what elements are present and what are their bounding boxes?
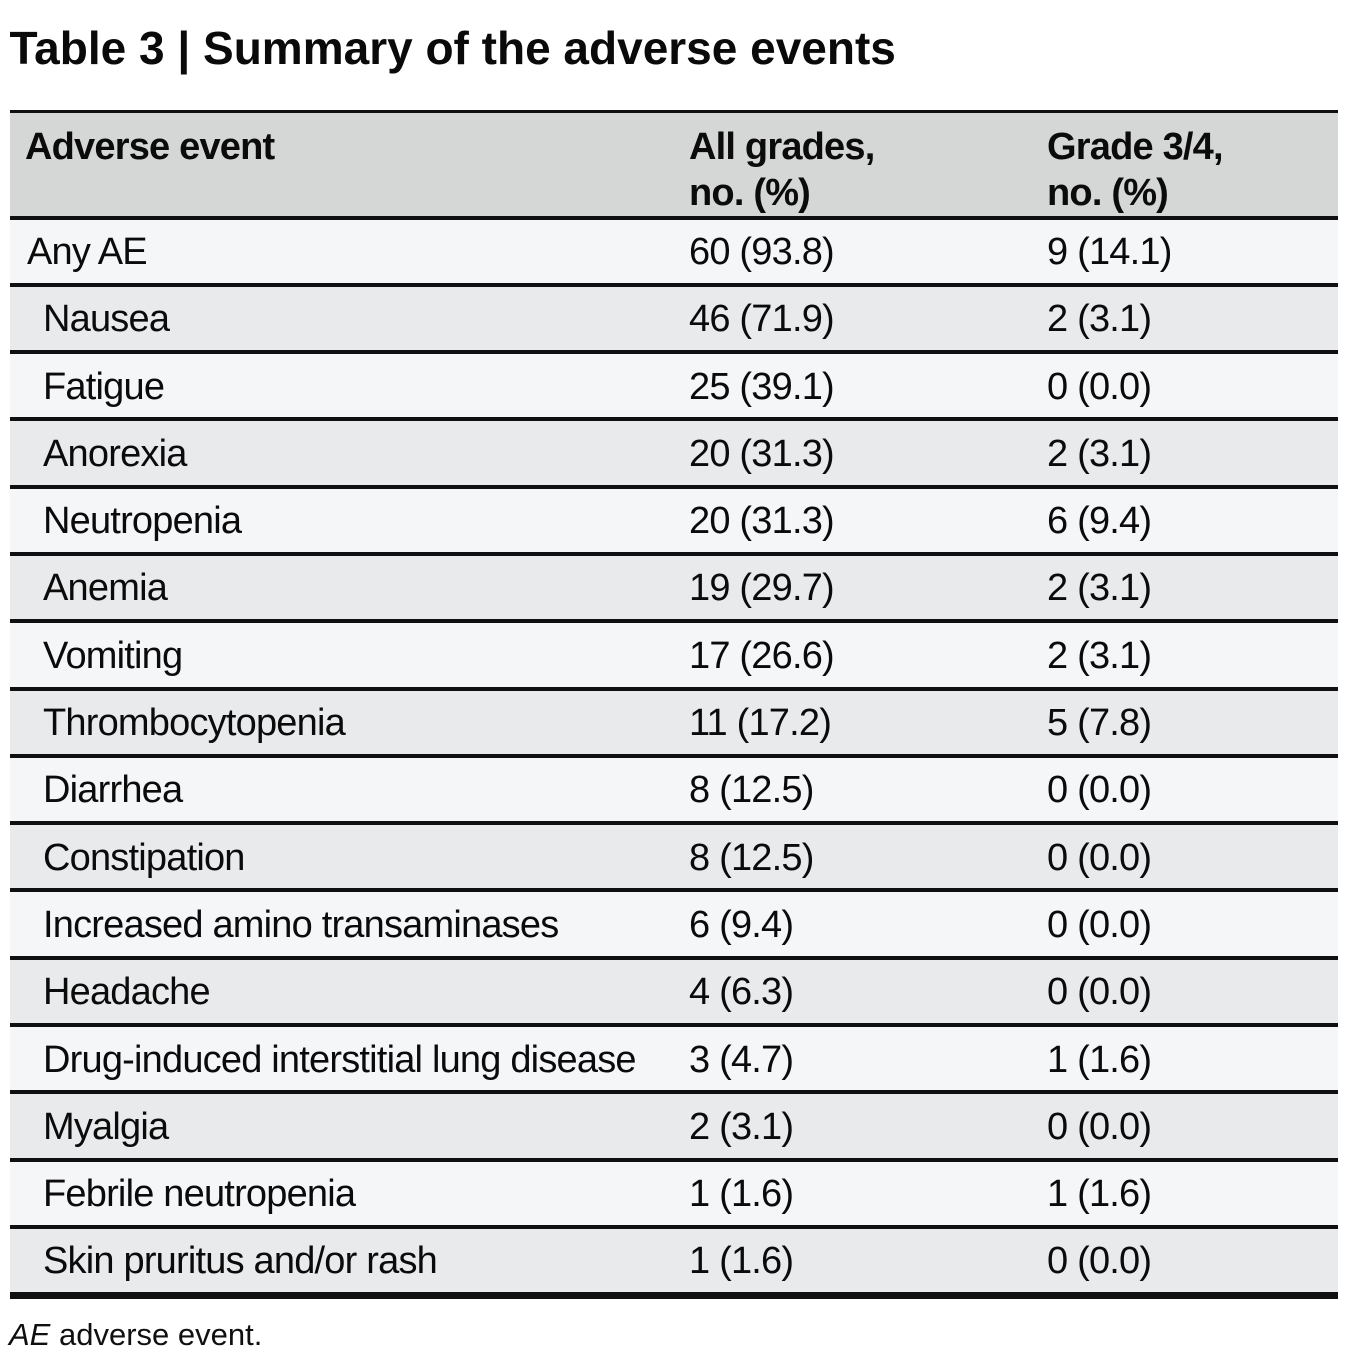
- cell-adverse-event: Skin pruritus and/or rash: [43, 1240, 438, 1283]
- cell-all-grades: 1 (1.6): [689, 1240, 794, 1283]
- cell-all-grades: 46 (71.9): [689, 298, 835, 341]
- cell-adverse-event: Drug-induced interstitial lung disease: [43, 1038, 637, 1081]
- cell-adverse-event: Fatigue: [43, 365, 165, 408]
- column-header-adverse-event: Adverse event: [25, 125, 275, 168]
- cell-adverse-event: Nausea: [43, 298, 170, 341]
- cell-grade-3-4: 1 (1.6): [1047, 1038, 1152, 1081]
- cell-all-grades: 1 (1.6): [689, 1173, 794, 1216]
- cell-all-grades: 19 (29.7): [689, 567, 835, 610]
- cell-grade-3-4: 0 (0.0): [1047, 365, 1152, 408]
- table-row: Febrile neutropenia 1 (1.6) 1 (1.6): [10, 1161, 1338, 1229]
- column-header-grade-3-4: Grade 3/4, no. (%): [1047, 125, 1224, 214]
- table-row: Anorexia 20 (31.3) 2 (3.1): [10, 421, 1338, 489]
- cell-grade-3-4: 2 (3.1): [1047, 432, 1152, 475]
- cell-all-grades: 4 (6.3): [689, 971, 794, 1014]
- cell-all-grades: 25 (39.1): [689, 365, 835, 408]
- cell-adverse-event: Diarrhea: [43, 769, 183, 812]
- cell-grade-3-4: 0 (0.0): [1047, 903, 1152, 946]
- table-row: Headache 4 (6.3) 0 (0.0): [10, 959, 1338, 1028]
- cell-grade-3-4: 0 (0.0): [1047, 1240, 1152, 1283]
- cell-adverse-event: Febrile neutropenia: [43, 1173, 356, 1216]
- table-footnote: AE adverse event.: [9, 1316, 262, 1352]
- cell-adverse-event: Anemia: [43, 567, 168, 610]
- table-row: Constipation 8 (12.5) 0 (0.0): [10, 825, 1338, 893]
- table-row: Neutropenia 20 (31.3) 6 (9.4): [10, 488, 1338, 556]
- cell-grade-3-4: 1 (1.6): [1047, 1173, 1152, 1216]
- table-row: Myalgia 2 (3.1) 0 (0.0): [10, 1094, 1338, 1162]
- cell-adverse-event: Headache: [43, 971, 211, 1014]
- table-row: Skin pruritus and/or rash 1 (1.6) 0 (0.0…: [10, 1228, 1338, 1300]
- table-row: Vomiting 17 (26.6) 2 (3.1): [10, 623, 1338, 691]
- footnote-abbreviation: AE: [9, 1316, 51, 1352]
- table-row: Fatigue 25 (39.1) 0 (0.0): [10, 354, 1338, 422]
- cell-all-grades: 17 (26.6): [689, 634, 835, 677]
- cell-grade-3-4: 6 (9.4): [1047, 500, 1152, 543]
- cell-all-grades: 8 (12.5): [689, 769, 814, 812]
- cell-all-grades: 8 (12.5): [689, 836, 814, 879]
- table-row: Increased amino transaminases 6 (9.4) 0 …: [10, 892, 1338, 960]
- cell-grade-3-4: 9 (14.1): [1047, 231, 1172, 273]
- cell-adverse-event: Increased amino transaminases: [43, 903, 559, 946]
- cell-grade-3-4: 0 (0.0): [1047, 971, 1152, 1014]
- adverse-events-table: Adverse event All grades, no. (%) Grade …: [10, 109, 1338, 1300]
- cell-adverse-event: Constipation: [43, 836, 245, 879]
- table-row: Nausea 46 (71.9) 2 (3.1): [10, 286, 1338, 355]
- cell-adverse-event: Anorexia: [43, 432, 187, 475]
- cell-grade-3-4: 0 (0.0): [1047, 836, 1152, 879]
- table-title: Table 3 | Summary of the adverse events: [9, 21, 896, 74]
- footnote-text: adverse event.: [58, 1316, 263, 1352]
- cell-all-grades: 60 (93.8): [689, 231, 835, 273]
- cell-all-grades: 20 (31.3): [689, 500, 835, 543]
- cell-grade-3-4: 0 (0.0): [1047, 1105, 1152, 1148]
- cell-all-grades: 20 (31.3): [689, 432, 835, 475]
- table-row: Drug-induced interstitial lung disease 3…: [10, 1027, 1338, 1095]
- cell-grade-3-4: 5 (7.8): [1047, 702, 1152, 745]
- cell-all-grades: 3 (4.7): [689, 1038, 794, 1081]
- cell-grade-3-4: 2 (3.1): [1047, 567, 1152, 610]
- cell-all-grades: 6 (9.4): [689, 903, 794, 946]
- table-row: Diarrhea 8 (12.5) 0 (0.0): [10, 757, 1338, 826]
- column-header-all-grades: All grades, no. (%): [689, 125, 875, 214]
- cell-adverse-event: Thrombocytopenia: [43, 702, 346, 745]
- table-header-row: Adverse event All grades, no. (%) Grade …: [10, 112, 1338, 220]
- table-row: Any AE 60 (93.8) 9 (14.1): [10, 219, 1338, 287]
- cell-grade-3-4: 2 (3.1): [1047, 298, 1152, 341]
- cell-grade-3-4: 0 (0.0): [1047, 769, 1152, 812]
- cell-all-grades: 2 (3.1): [689, 1105, 794, 1148]
- table-row: Thrombocytopenia 11 (17.2) 5 (7.8): [10, 690, 1338, 758]
- table-body: Any AE 60 (93.8) 9 (14.1) Nausea 46 (71.…: [10, 219, 1338, 1300]
- cell-adverse-event: Neutropenia: [43, 500, 242, 543]
- cell-grade-3-4: 2 (3.1): [1047, 634, 1152, 677]
- table-row: Anemia 19 (29.7) 2 (3.1): [10, 555, 1338, 624]
- cell-adverse-event: Vomiting: [43, 634, 183, 677]
- cell-all-grades: 11 (17.2): [689, 702, 832, 745]
- cell-adverse-event: Myalgia: [43, 1105, 169, 1148]
- cell-adverse-event: Any AE: [27, 231, 148, 273]
